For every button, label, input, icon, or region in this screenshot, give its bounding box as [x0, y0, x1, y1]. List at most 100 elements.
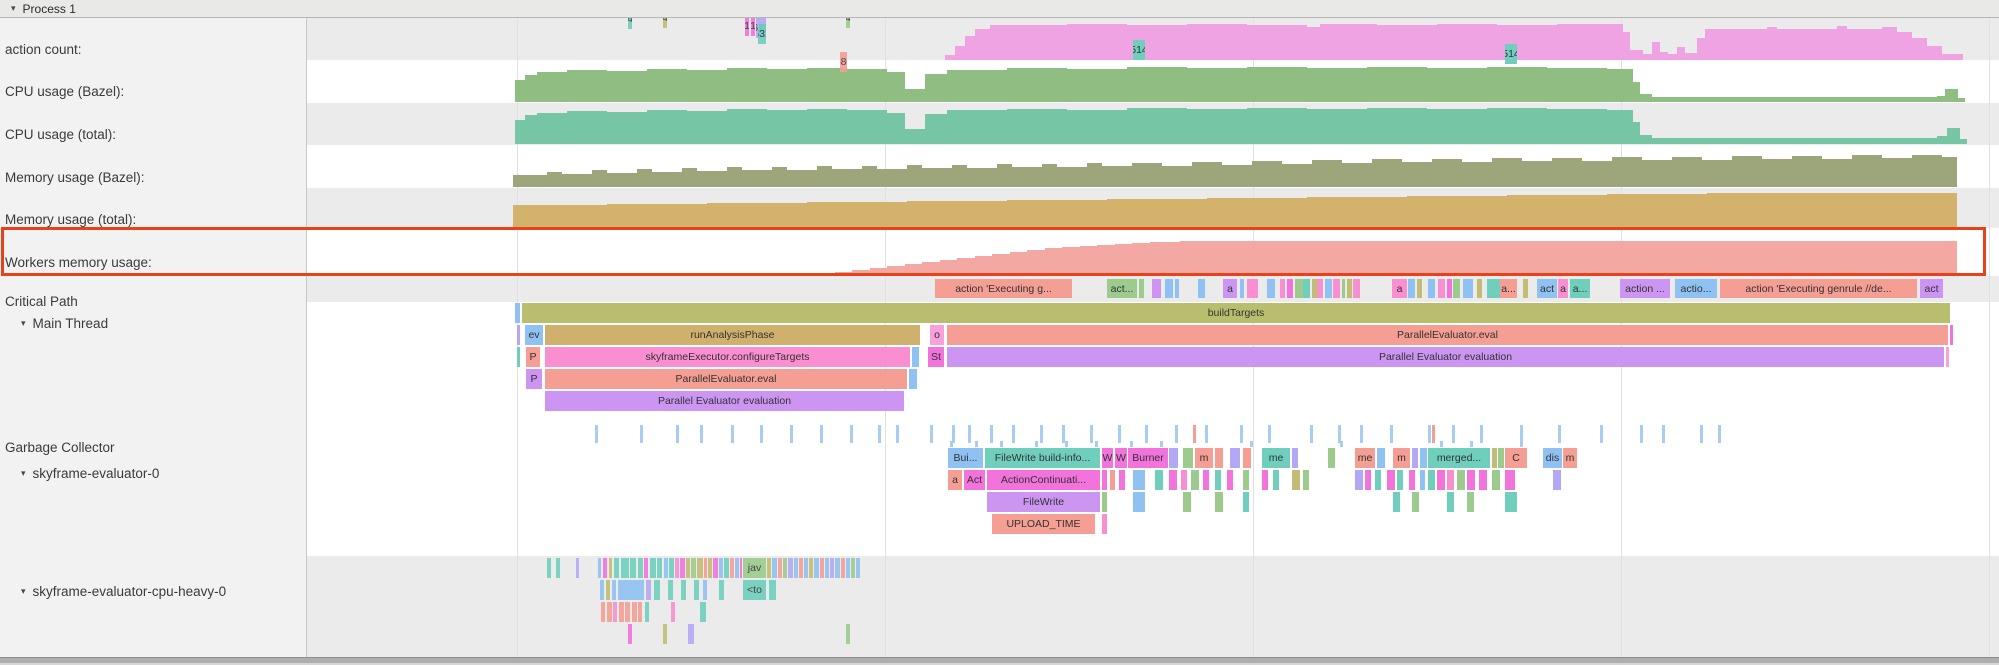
trace-slice[interactable]: [1377, 448, 1385, 468]
trace-slice[interactable]: Parallel Evaluator evaluation: [545, 391, 904, 411]
trace-slice[interactable]: P: [526, 347, 540, 367]
trace-slice[interactable]: [625, 602, 630, 622]
event-tick[interactable]: [1662, 425, 1665, 443]
trace-slice[interactable]: [1393, 492, 1400, 512]
area-chart-workers-memory[interactable]: [940, 260, 957, 274]
area-chart-workers-memory[interactable]: [887, 266, 905, 274]
area-chart-cpu-bazel[interactable]: [525, 75, 537, 102]
trace-slice[interactable]: [1347, 279, 1352, 298]
trace-slice[interactable]: action ...: [1620, 279, 1670, 298]
area-chart-cpu-bazel[interactable]: [1652, 97, 1937, 102]
track-label-workers-memory-usage[interactable]: Workers memory usage:: [5, 255, 152, 270]
trace-slice[interactable]: [740, 558, 742, 578]
area-chart-mem-total[interactable]: [1107, 199, 1207, 227]
trace-slice[interactable]: [794, 558, 798, 578]
trace-slice[interactable]: [1287, 279, 1293, 298]
area-chart-mem-bazel[interactable]: [862, 166, 877, 187]
trace-slice[interactable]: [835, 558, 840, 578]
trace-slice[interactable]: ParallelEvaluator.eval: [545, 369, 907, 389]
trace-slice[interactable]: [1292, 448, 1298, 468]
event-tick[interactable]: [975, 441, 978, 447]
trace-slice[interactable]: [614, 558, 619, 578]
event-tick[interactable]: [595, 425, 598, 443]
trace-slice[interactable]: [1492, 448, 1497, 468]
event-tick[interactable]: [1035, 441, 1038, 447]
trace-slice[interactable]: act: [1537, 279, 1557, 298]
trace-slice[interactable]: [830, 558, 834, 578]
track-label-cpu-usage-bazel[interactable]: CPU usage (Bazel):: [5, 84, 124, 99]
area-chart-action-count[interactable]: [1623, 32, 1630, 60]
event-tick[interactable]: [1700, 425, 1703, 443]
area-chart-cpu-total[interactable]: [515, 120, 525, 144]
trace-slice[interactable]: [799, 558, 803, 578]
area-chart-action-count[interactable]: [1927, 46, 1942, 60]
track-label-skyframe-evaluator-cpu-heavy-0[interactable]: ▾ skyframe-evaluator-cpu-heavy-0: [21, 584, 226, 599]
trace-slice[interactable]: FileWrite: [987, 492, 1100, 512]
trace-slice[interactable]: [1243, 470, 1249, 490]
collapse-arrow-icon[interactable]: ▾: [11, 3, 16, 13]
trace-slice[interactable]: Parallel Evaluator evaluation: [947, 347, 1944, 367]
process-header[interactable]: ▾ Process 1: [0, 0, 1999, 18]
area-chart-action-count[interactable]: [945, 55, 955, 60]
area-chart-cpu-bazel[interactable]: [727, 68, 767, 102]
trace-slice[interactable]: [1353, 279, 1360, 298]
event-tick[interactable]: [1130, 441, 1133, 447]
area-chart-workers-memory[interactable]: [905, 264, 922, 274]
area-chart-mem-bazel[interactable]: [967, 168, 997, 187]
trace-slice[interactable]: a: [1392, 279, 1407, 298]
trace-slice[interactable]: [1342, 279, 1345, 298]
trace-slice[interactable]: Bui...: [948, 448, 983, 468]
event-tick[interactable]: [1432, 425, 1435, 443]
area-chart-mem-bazel[interactable]: [1282, 164, 1312, 187]
trace-slice[interactable]: [650, 558, 656, 578]
trace-slice[interactable]: [1152, 279, 1161, 298]
trace-slice[interactable]: [1417, 279, 1422, 298]
trace-slice[interactable]: [1198, 279, 1205, 298]
area-chart-cpu-bazel[interactable]: [515, 80, 525, 102]
area-chart-mem-bazel[interactable]: [562, 174, 592, 187]
trace-slice[interactable]: [856, 558, 860, 578]
area-chart-mem-bazel[interactable]: [952, 165, 967, 187]
trace-slice[interactable]: [1243, 492, 1249, 512]
area-chart-mem-total[interactable]: [907, 201, 1007, 227]
trace-slice[interactable]: [691, 558, 696, 578]
trace-slice[interactable]: [1312, 279, 1317, 298]
area-chart-action-count[interactable]: [1643, 54, 1652, 60]
trace-slice[interactable]: [663, 624, 667, 644]
area-chart-cpu-total[interactable]: [1067, 110, 1127, 144]
area-chart-action-count[interactable]: [1897, 32, 1912, 60]
trace-slice[interactable]: [600, 580, 604, 600]
area-chart-mem-bazel[interactable]: [1087, 163, 1102, 187]
trace-slice[interactable]: [788, 558, 793, 578]
area-chart-action-count[interactable]: [975, 29, 990, 60]
area-chart-mem-bazel[interactable]: [1162, 166, 1192, 187]
trace-slice[interactable]: [1412, 448, 1418, 468]
area-chart-mem-total[interactable]: [807, 202, 907, 227]
event-tick[interactable]: [790, 425, 793, 443]
trace-slice[interactable]: [517, 325, 520, 345]
track-label-skyframe-evaluator-0[interactable]: ▾ skyframe-evaluator-0: [21, 466, 159, 481]
event-tick[interactable]: [1470, 441, 1473, 447]
trace-slice[interactable]: [1355, 470, 1363, 490]
trace-slice[interactable]: St: [928, 347, 944, 367]
area-chart-cpu-total[interactable]: [1247, 108, 1307, 144]
trace-slice[interactable]: [601, 602, 605, 622]
area-chart-workers-memory[interactable]: [1180, 241, 1957, 274]
trace-slice[interactable]: [654, 580, 660, 600]
collapse-arrow-icon[interactable]: ▾: [21, 318, 26, 328]
event-tick[interactable]: [952, 425, 955, 443]
area-chart-mem-bazel[interactable]: [832, 169, 862, 187]
event-tick[interactable]: [1360, 425, 1363, 443]
trace-slice[interactable]: [1409, 470, 1415, 490]
event-tick[interactable]: [1040, 425, 1043, 443]
trace-slice[interactable]: [1230, 448, 1240, 468]
collapse-arrow-icon[interactable]: ▾: [21, 468, 26, 478]
area-chart-cpu-bazel[interactable]: [1547, 68, 1607, 102]
trace-slice[interactable]: 631: [758, 24, 766, 44]
trace-slice[interactable]: [1437, 470, 1445, 490]
area-chart-action-count[interactable]: [1307, 27, 1320, 60]
trace-slice[interactable]: [708, 558, 712, 578]
trace-slice[interactable]: [1950, 325, 1953, 345]
trace-slice[interactable]: [1420, 470, 1425, 490]
trace-slice[interactable]: o: [930, 325, 944, 345]
